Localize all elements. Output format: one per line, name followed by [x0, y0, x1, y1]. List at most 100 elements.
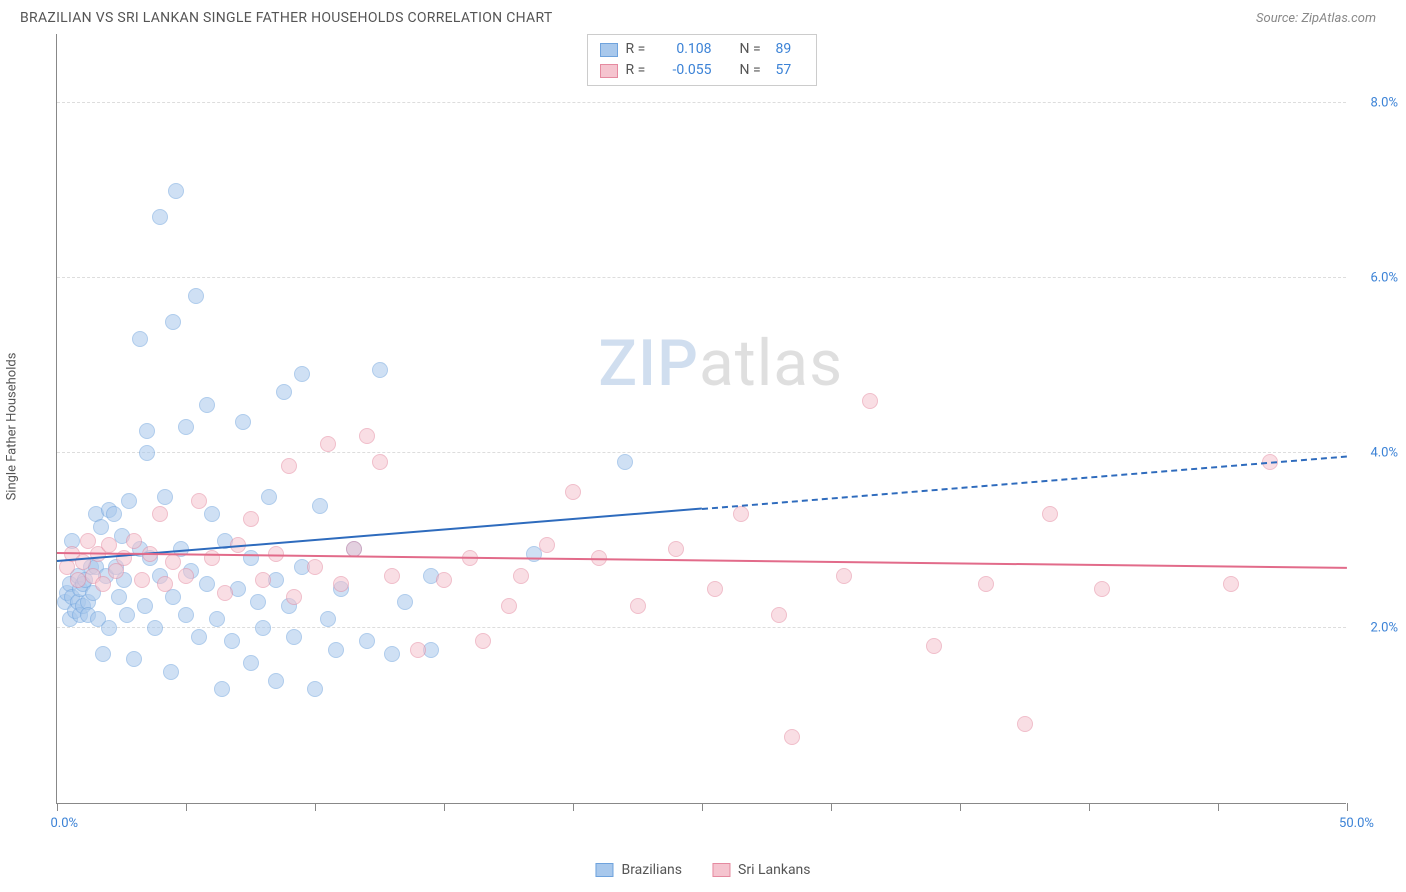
data-point: [617, 454, 633, 470]
correlation-stats-box: R =0.108N =89R =-0.055N =57: [587, 34, 817, 86]
data-point: [224, 633, 240, 649]
r-value: -0.055: [662, 60, 712, 81]
data-point: [501, 598, 517, 614]
data-point: [70, 572, 86, 588]
data-point: [250, 594, 266, 610]
data-point: [372, 454, 388, 470]
source-attr: Source: ZipAtlas.com: [1256, 11, 1376, 26]
data-point: [668, 541, 684, 557]
data-point: [1042, 506, 1058, 522]
data-point: [126, 651, 142, 667]
data-point: [93, 519, 109, 535]
data-point: [320, 611, 336, 627]
chart-container: Single Father Households ZIPatlas R =0.1…: [20, 34, 1386, 844]
gridline: [57, 102, 1346, 103]
data-point: [255, 572, 271, 588]
data-point: [204, 550, 220, 566]
data-point: [165, 314, 181, 330]
data-point: [307, 681, 323, 697]
r-label: R =: [626, 60, 654, 81]
data-point: [95, 576, 111, 592]
data-point: [137, 598, 153, 614]
data-point: [784, 729, 800, 745]
data-point: [733, 506, 749, 522]
data-point: [191, 493, 207, 509]
n-value: 89: [776, 39, 804, 60]
y-tick-label: 2.0%: [1370, 621, 1398, 636]
legend-label: Sri Lankans: [738, 862, 811, 878]
y-tick-label: 6.0%: [1370, 271, 1398, 286]
data-point: [1223, 576, 1239, 592]
stats-row: R = -0.055 N = 57: [600, 60, 804, 81]
data-point: [147, 620, 163, 636]
legend-swatch: [712, 863, 730, 877]
data-point: [539, 537, 555, 553]
x-tick: [573, 803, 574, 811]
x-tick: [960, 803, 961, 811]
data-point: [268, 673, 284, 689]
data-point: [372, 362, 388, 378]
data-point: [139, 423, 155, 439]
data-point: [95, 646, 111, 662]
data-point: [132, 331, 148, 347]
data-point: [243, 550, 259, 566]
data-point: [101, 537, 117, 553]
data-point: [152, 506, 168, 522]
data-point: [106, 506, 122, 522]
y-tick-label: 4.0%: [1370, 446, 1398, 461]
header: BRAZILIAN VS SRI LANKAN SINGLE FATHER HO…: [0, 0, 1406, 34]
data-point: [121, 493, 137, 509]
n-label: N =: [740, 39, 768, 60]
data-point: [261, 489, 277, 505]
data-point: [199, 397, 215, 413]
data-point: [235, 414, 251, 430]
gridline: [57, 452, 1346, 453]
x-tick: [1089, 803, 1090, 811]
y-tick-label: 8.0%: [1370, 96, 1398, 111]
data-point: [1017, 716, 1033, 732]
data-point: [178, 419, 194, 435]
x-tick: [702, 803, 703, 811]
x-tick: [57, 803, 58, 811]
data-point: [836, 568, 852, 584]
data-point: [771, 607, 787, 623]
data-point: [134, 572, 150, 588]
data-point: [410, 642, 426, 658]
data-point: [209, 611, 225, 627]
data-point: [126, 533, 142, 549]
data-point: [565, 484, 581, 500]
data-point: [255, 620, 271, 636]
data-point: [312, 498, 328, 514]
legend-swatch: [600, 43, 618, 57]
x-tick: [444, 803, 445, 811]
data-point: [139, 445, 155, 461]
data-point: [333, 576, 349, 592]
data-point: [119, 607, 135, 623]
data-point: [1094, 581, 1110, 597]
data-point: [214, 681, 230, 697]
data-point: [276, 384, 292, 400]
data-point: [243, 511, 259, 527]
data-point: [101, 620, 117, 636]
plot-area: ZIPatlas R =0.108N =89R =-0.055N =57 2.0…: [56, 34, 1346, 804]
data-point: [862, 393, 878, 409]
legend-swatch: [600, 64, 618, 78]
n-label: N =: [740, 60, 768, 81]
legend-item: Brazilians: [595, 862, 682, 878]
data-point: [384, 646, 400, 662]
data-point: [163, 664, 179, 680]
data-point: [359, 428, 375, 444]
legend-swatch: [595, 863, 613, 877]
x-tick: [186, 803, 187, 811]
r-label: R =: [626, 39, 654, 60]
data-point: [286, 589, 302, 605]
data-point: [384, 568, 400, 584]
data-point: [152, 209, 168, 225]
data-point: [630, 598, 646, 614]
chart-title: BRAZILIAN VS SRI LANKAN SINGLE FATHER HO…: [20, 10, 552, 26]
data-point: [926, 638, 942, 654]
data-point: [111, 589, 127, 605]
x-tick-label: 50.0%: [1339, 816, 1374, 831]
x-tick: [315, 803, 316, 811]
n-value: 57: [776, 60, 804, 81]
